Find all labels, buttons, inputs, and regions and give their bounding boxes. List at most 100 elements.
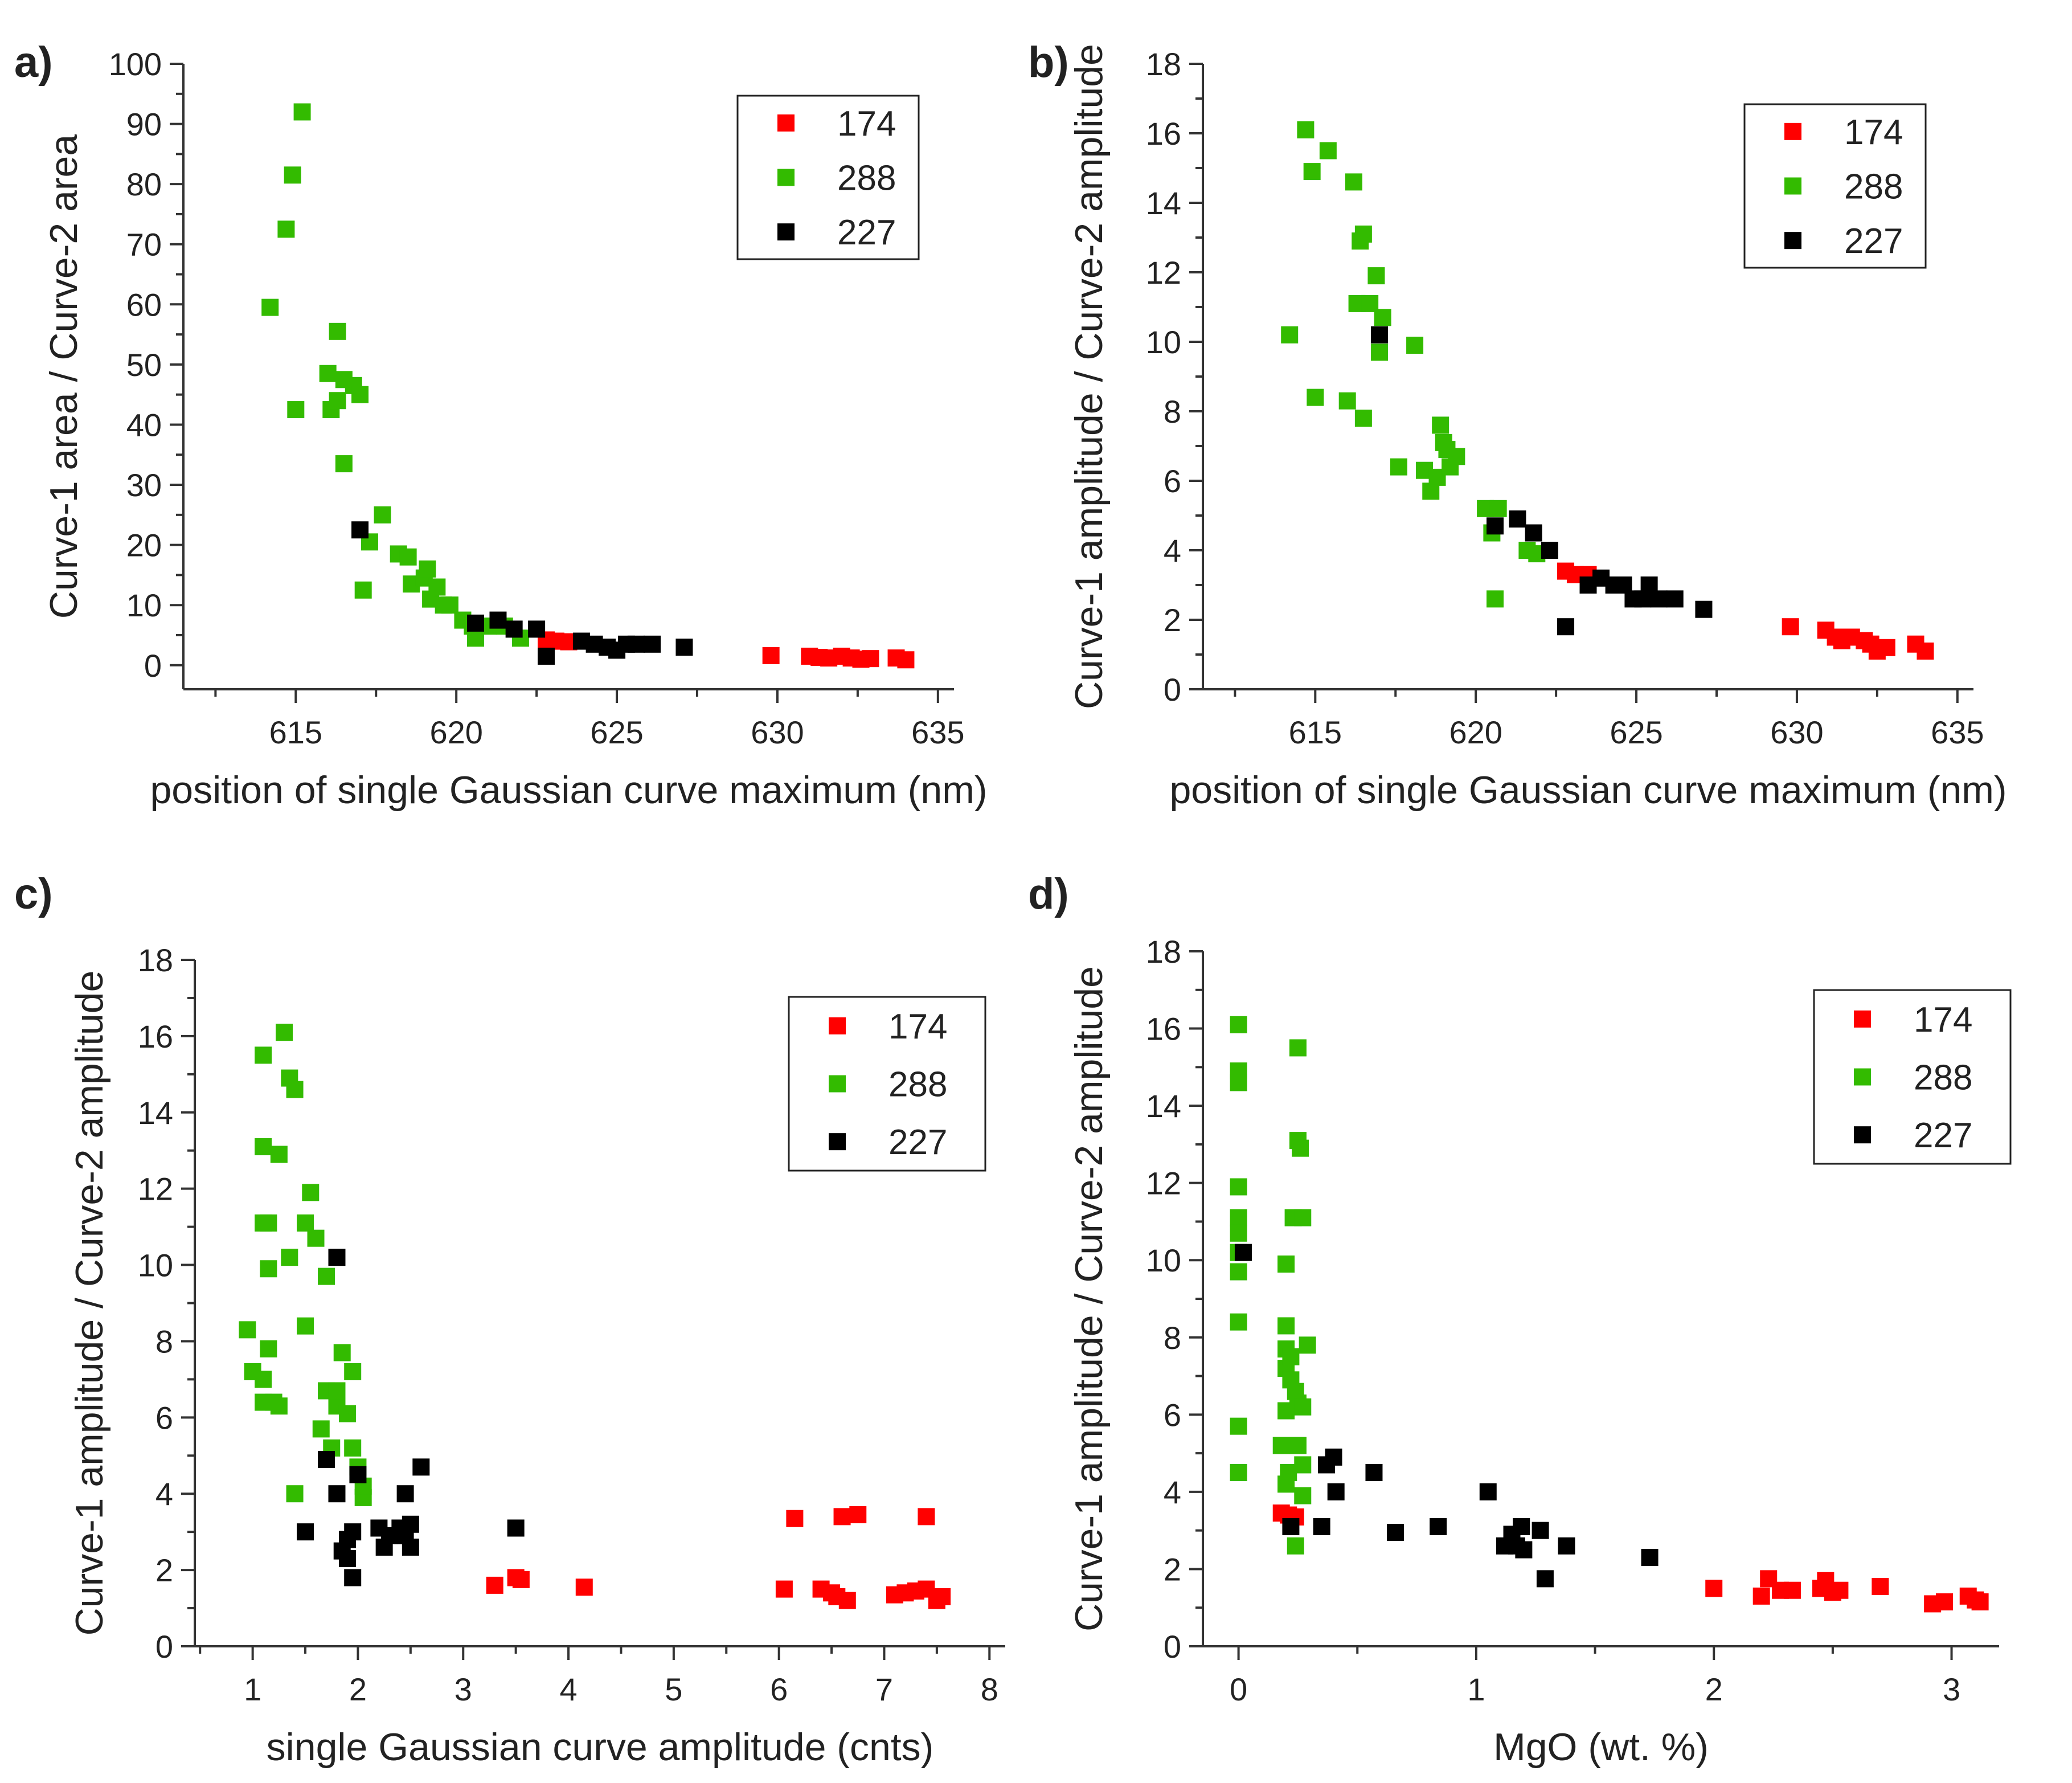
data-point-288 [338, 1405, 356, 1422]
data-point-288 [276, 1024, 293, 1041]
data-point-227 [351, 521, 369, 539]
data-point-174 [775, 1580, 793, 1598]
data-point-288 [351, 386, 369, 403]
x-axis-title: position of single Gaussian curve maximu… [1169, 768, 2007, 812]
data-point-288 [1345, 173, 1362, 191]
data-point-288 [419, 560, 436, 578]
data-point-227 [1479, 1483, 1497, 1500]
legend-label-288: 288 [837, 159, 896, 198]
legend-marker-227 [829, 1133, 846, 1151]
data-point-288 [399, 548, 417, 566]
data-point-174 [933, 1588, 951, 1605]
series-288 [239, 1024, 372, 1506]
data-point-227 [507, 1519, 525, 1537]
data-point-227 [318, 1450, 335, 1468]
data-point-227 [1641, 1549, 1659, 1567]
data-point-288 [354, 581, 372, 599]
x-tick-label: 6 [770, 1671, 788, 1707]
data-point-227 [627, 635, 645, 653]
data-point-288 [1230, 1178, 1247, 1196]
series-227 [1371, 326, 1713, 636]
data-point-227 [1558, 1537, 1575, 1555]
data-point-288 [1354, 410, 1372, 427]
data-point-174 [486, 1576, 503, 1594]
panel-b-chart: 615 620 625 630 635 0 2 4 6 8 10 12 14 16 18 position o… [1067, 44, 2007, 812]
data-point-174 [833, 1508, 851, 1526]
data-point-288 [1230, 1464, 1247, 1481]
x-tick-label: 7 [875, 1671, 893, 1707]
data-point-227 [1371, 326, 1389, 343]
series-174 [1272, 1504, 1989, 1613]
data-point-227 [402, 1538, 419, 1556]
y-tick-label: 14 [1146, 1088, 1181, 1124]
series-288 [1230, 1016, 1316, 1555]
y-axis-title: Curve-1 amplitude / Curve-2 amplitude [1067, 966, 1111, 1631]
data-point-288 [1230, 1074, 1247, 1091]
x-axis-title: single Gaussian curve amplitude (cnts) [267, 1725, 934, 1769]
data-point-288 [374, 506, 391, 524]
y-tick-label: 4 [155, 1476, 173, 1512]
data-point-174 [1782, 618, 1799, 636]
data-point-288 [1294, 1456, 1312, 1474]
data-point-288 [1292, 1139, 1309, 1157]
data-point-288 [302, 1184, 320, 1201]
data-point-288 [1230, 1209, 1247, 1226]
legend-label-288: 288 [888, 1065, 947, 1105]
data-point-288 [277, 220, 295, 238]
series-227 [1234, 1244, 1659, 1588]
data-point-288 [1487, 590, 1504, 608]
data-point-227 [1282, 1518, 1300, 1535]
data-point-227 [1430, 1518, 1447, 1535]
y-tick-label: 50 [126, 347, 162, 383]
series-174 [486, 1506, 951, 1609]
y-tick-label: 2 [1164, 1551, 1181, 1587]
data-point-288 [329, 322, 346, 340]
legend-marker-174 [829, 1017, 846, 1034]
data-point-288 [312, 1420, 330, 1438]
x-tick-label: 0 [1230, 1671, 1247, 1707]
data-point-174 [849, 1506, 867, 1524]
data-point-227 [1365, 1464, 1383, 1481]
y-tick-label: 0 [1164, 672, 1181, 708]
data-point-227 [412, 1458, 430, 1476]
legend-marker-227 [777, 223, 795, 241]
legend: 174 288 227 [736, 95, 920, 260]
series-227 [351, 521, 693, 665]
data-point-227 [1525, 524, 1542, 542]
data-point-227 [1313, 1518, 1330, 1535]
y-tick-label: 30 [126, 467, 162, 503]
data-point-288 [287, 401, 305, 419]
panel-label-c: c) [14, 870, 53, 918]
x-tick-label: 2 [349, 1671, 367, 1707]
data-point-227 [1487, 517, 1504, 535]
y-tick-label: 18 [138, 942, 173, 978]
data-point-288 [260, 1214, 277, 1232]
data-point-288 [293, 103, 311, 121]
y-tick-label: 18 [1146, 46, 1181, 82]
y-tick-label: 8 [1164, 394, 1181, 430]
data-point-174 [1705, 1580, 1723, 1597]
x-tick-label: 4 [559, 1671, 577, 1707]
data-point-288 [1338, 392, 1356, 410]
legend-label-288: 288 [1914, 1058, 1972, 1098]
y-tick-label: 60 [126, 287, 162, 322]
y-tick-label: 0 [144, 648, 162, 684]
data-point-288 [1230, 1263, 1247, 1281]
data-point-227 [1325, 1448, 1342, 1466]
data-point-288 [1287, 1537, 1304, 1555]
x-tick-label: 630 [751, 714, 804, 750]
legend-label-288: 288 [1844, 167, 1903, 207]
data-point-174 [1936, 1593, 1954, 1611]
data-point-288 [344, 1439, 362, 1457]
y-tick-label: 70 [126, 227, 162, 263]
legend-marker-227 [1784, 232, 1801, 250]
data-point-174 [762, 647, 780, 664]
data-point-288 [329, 392, 346, 410]
data-point-227 [1327, 1483, 1345, 1500]
y-tick-label: 6 [1164, 463, 1181, 499]
data-point-288 [1277, 1317, 1295, 1335]
data-point-288 [1281, 326, 1299, 343]
